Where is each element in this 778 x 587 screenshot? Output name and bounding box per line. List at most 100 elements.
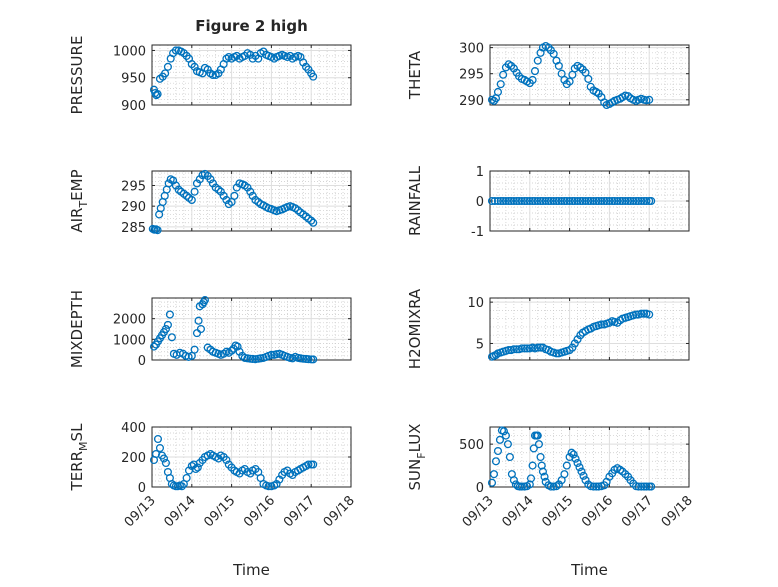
data-point bbox=[576, 331, 585, 340]
data-point bbox=[227, 346, 236, 355]
data-point bbox=[196, 324, 206, 334]
data-point bbox=[579, 471, 588, 480]
data-point bbox=[495, 435, 505, 444]
data-point bbox=[647, 482, 656, 491]
data-point bbox=[567, 448, 576, 457]
data-point bbox=[517, 344, 526, 353]
data-point bbox=[208, 70, 217, 80]
data-point bbox=[647, 196, 656, 206]
data-point bbox=[554, 61, 563, 70]
data-point bbox=[576, 196, 585, 206]
data-point bbox=[206, 175, 215, 184]
data-point bbox=[594, 482, 603, 491]
subplot-mixdepth: 0 1000 2000 MIXDEPTH bbox=[68, 290, 352, 369]
subplot-h2omixra: 5 10 H2OMIXRA bbox=[406, 288, 690, 369]
data-point bbox=[501, 196, 510, 206]
subplot-air-temp: 285 290 295 AIRTEMP bbox=[68, 169, 352, 236]
data-point bbox=[309, 218, 318, 227]
data-point bbox=[533, 431, 542, 440]
data-point bbox=[530, 67, 540, 76]
data-point bbox=[152, 91, 161, 100]
y-axis-label-main: TERR bbox=[68, 451, 86, 492]
y-axis-label: AIRTEMP bbox=[68, 169, 90, 232]
data-point bbox=[637, 196, 646, 206]
data-point bbox=[560, 470, 569, 479]
data-point bbox=[522, 196, 532, 206]
data-point bbox=[222, 195, 231, 205]
data-point bbox=[536, 343, 545, 352]
data-point bbox=[552, 349, 561, 358]
x-tick-label: 09/16 bbox=[241, 493, 278, 530]
data-point bbox=[309, 460, 318, 469]
data-point bbox=[230, 191, 239, 200]
data-point bbox=[496, 196, 505, 206]
data-point bbox=[540, 472, 549, 481]
y-axis-label-subscript: T bbox=[77, 201, 90, 209]
data-point bbox=[562, 461, 571, 470]
data-point bbox=[246, 187, 255, 196]
data-point bbox=[642, 196, 651, 206]
data-point bbox=[557, 196, 566, 206]
data-point bbox=[487, 196, 497, 206]
data-point bbox=[161, 324, 170, 334]
x-axis-label: Time bbox=[570, 561, 608, 579]
data-point bbox=[573, 458, 582, 468]
data-point bbox=[600, 196, 609, 206]
y-axis-label: MIXDEPTH bbox=[68, 290, 86, 368]
y-tick-label: 2000 bbox=[113, 313, 146, 328]
plot-area bbox=[490, 427, 689, 487]
data-point bbox=[632, 196, 641, 206]
data-point bbox=[526, 474, 536, 483]
data-point bbox=[549, 196, 558, 206]
data-point bbox=[187, 195, 196, 205]
data-point bbox=[560, 196, 569, 206]
data-point bbox=[549, 49, 558, 58]
data-point bbox=[193, 463, 202, 472]
data-point bbox=[569, 450, 578, 459]
data-point bbox=[153, 226, 162, 235]
data-point bbox=[552, 196, 561, 206]
y-tick-label: 1000 bbox=[113, 44, 146, 59]
data-point bbox=[624, 92, 633, 101]
data-point bbox=[600, 98, 609, 107]
axes-box bbox=[151, 170, 352, 232]
series-markers bbox=[487, 426, 656, 491]
data-point bbox=[493, 196, 503, 206]
subplot-sun-flux: 09/13 09/14 09/15 09/16 09/17 09/18 0 500 SUNFLU… bbox=[406, 424, 696, 579]
data-point bbox=[496, 80, 505, 89]
data-point bbox=[161, 458, 170, 468]
data-point bbox=[182, 191, 191, 200]
x-tick-label: 09/13 bbox=[122, 493, 159, 530]
x-tick-label: 09/13 bbox=[460, 493, 497, 530]
data-point bbox=[504, 196, 513, 206]
data-point bbox=[544, 43, 553, 52]
y-tick-label: 950 bbox=[121, 72, 146, 87]
x-tick-label: 09/15 bbox=[539, 493, 576, 530]
data-point bbox=[565, 196, 574, 206]
data-point bbox=[248, 354, 257, 364]
data-point bbox=[570, 196, 579, 206]
data-point bbox=[165, 310, 174, 319]
data-point bbox=[501, 431, 510, 440]
y-tick-label: 0 bbox=[138, 354, 146, 369]
data-point bbox=[520, 344, 529, 353]
y-axis-label: TERRMSL bbox=[68, 423, 90, 492]
data-point bbox=[568, 343, 577, 352]
data-point bbox=[517, 196, 526, 206]
data-point bbox=[637, 482, 646, 491]
subplot-theta: 290 295 300 THETA bbox=[406, 42, 690, 110]
data-point bbox=[637, 309, 646, 318]
data-point bbox=[608, 196, 617, 206]
data-point bbox=[589, 196, 598, 206]
plot-area bbox=[152, 45, 351, 105]
data-point bbox=[296, 354, 305, 363]
data-point bbox=[634, 482, 643, 491]
data-point bbox=[562, 196, 571, 206]
data-point bbox=[304, 355, 313, 364]
data-point bbox=[149, 342, 159, 351]
data-point bbox=[594, 196, 603, 206]
data-point bbox=[491, 350, 501, 360]
data-point bbox=[573, 196, 582, 206]
